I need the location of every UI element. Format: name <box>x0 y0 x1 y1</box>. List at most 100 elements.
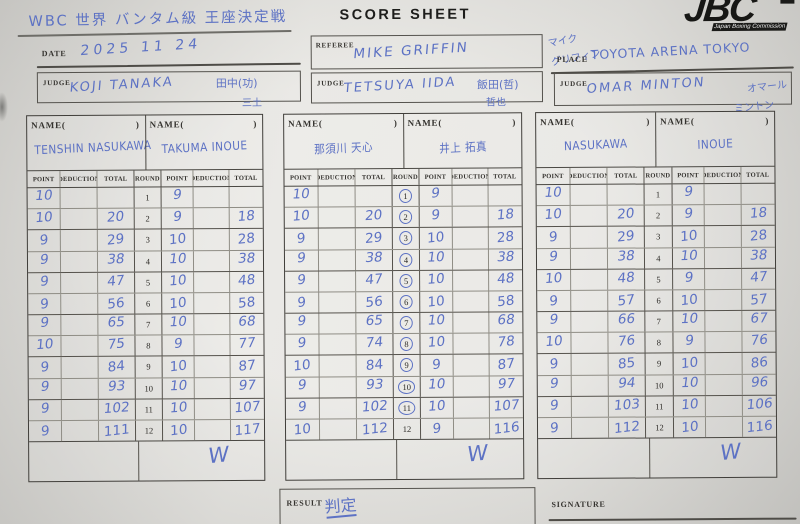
point-b-cell-value: 10 <box>680 354 698 373</box>
round-row: 10 48 5 9 47 <box>537 268 776 292</box>
round-cell: 8 <box>645 332 674 353</box>
round-cell: 10 <box>393 376 421 397</box>
point-b-cell-value: 10 <box>427 397 447 415</box>
round-row: 9 47 5 10 48 <box>285 270 523 293</box>
deduction-a-cell <box>318 186 356 207</box>
winner-mark: W <box>466 440 489 467</box>
total-b-cell <box>488 185 521 205</box>
round-row: 9 29 3 10 28 <box>27 229 263 252</box>
deduction-b-cell <box>453 418 490 439</box>
deduction-b-cell <box>705 268 742 289</box>
round-cell: 12 <box>393 418 422 440</box>
round-cell: 1 <box>392 185 420 207</box>
point-b-cell-value: 9 <box>171 186 183 204</box>
point-a-cell-value: 9 <box>297 294 306 312</box>
date-underline <box>36 62 301 68</box>
column-header-deduction: DEDUCTION <box>704 166 742 184</box>
total-a-cell-value: 94 <box>617 374 637 392</box>
total-a-cell-value: 112 <box>361 419 389 439</box>
total-a-cell-value: 48 <box>617 269 636 287</box>
point-a-cell: 9 <box>537 354 572 375</box>
signature-line <box>548 517 797 521</box>
total-a-cell-value: 29 <box>365 229 383 248</box>
column-header-point: POINT <box>27 171 61 188</box>
round-number: 11 <box>144 404 153 415</box>
point-a-cell-value: 9 <box>549 356 559 374</box>
point-b-cell: 10 <box>673 353 707 374</box>
date-value: 2025 11 24 <box>79 36 202 60</box>
round-number: 7 <box>656 316 661 327</box>
name-printed-label: NAME( <box>407 117 443 128</box>
point-a-cell: 9 <box>28 378 63 399</box>
column-header-round: ROUND <box>644 167 673 184</box>
point-b-cell-value: 10 <box>678 247 699 264</box>
deduction-a-cell <box>570 184 609 206</box>
round-number: 10 <box>144 383 153 394</box>
point-a-cell-value: 9 <box>39 378 51 395</box>
score-column-headers: POINT DEDUCTION TOTAL ROUND POINT DEDUCTION TO… <box>284 168 522 187</box>
total-a-cell: 66 <box>608 311 646 332</box>
deduction-a-cell <box>319 376 357 398</box>
round-number-circled: 8 <box>399 337 414 352</box>
point-b-cell: 10 <box>161 229 195 250</box>
judge1-label: JUDGE <box>42 79 71 88</box>
total-b-cell-value: 107 <box>492 396 520 415</box>
total-a-cell: 102 <box>99 399 136 420</box>
round-row: 10 75 8 9 77 <box>28 335 264 358</box>
point-a-cell-value: 9 <box>40 359 50 377</box>
point-b-cell: 10 <box>420 334 454 355</box>
deduction-a-cell <box>61 357 100 378</box>
deduction-b-cell <box>705 205 742 226</box>
column-header-deduction: DEDUCTION <box>452 168 489 185</box>
total-a-cell-value: 56 <box>365 293 383 312</box>
point-b-cell: 10 <box>419 248 453 270</box>
point-b-cell: 10 <box>672 289 706 311</box>
total-b-cell-value: 18 <box>748 204 768 223</box>
fighter-name-row: NAME() 那須川 天心 NAME() 井上 拓真 <box>284 113 522 170</box>
total-a-cell: 84 <box>99 356 136 378</box>
paper-edge-shadow <box>0 92 8 122</box>
footer-cell-b: W <box>650 438 776 478</box>
column-header-round: ROUND <box>392 168 420 186</box>
round-number: 3 <box>145 234 150 245</box>
total-a-cell: 38 <box>356 249 393 270</box>
total-b-cell: 117 <box>231 420 264 440</box>
round-cell: 3 <box>134 229 162 251</box>
name-printed-close: ) <box>765 115 770 126</box>
total-a-cell-value: 38 <box>106 250 126 268</box>
round-cell: 2 <box>644 205 673 226</box>
deduction-b-cell <box>453 397 490 418</box>
fighter-name-row: NAME() NASUKAWA NAME() INOUE <box>536 111 775 169</box>
deduction-a-cell <box>570 205 609 227</box>
point-b-cell: 9 <box>419 185 453 207</box>
total-a-cell-value: 29 <box>107 231 125 250</box>
point-a-cell: 9 <box>284 228 319 250</box>
point-b-cell-value: 10 <box>680 418 699 437</box>
point-a-cell-value: 10 <box>34 187 54 205</box>
total-a-cell-value: 74 <box>365 334 384 352</box>
judge2-kanji-line2: 哲也 <box>485 97 507 109</box>
total-b-cell-value: 107 <box>233 398 262 417</box>
point-a-cell-value: 9 <box>39 314 51 332</box>
round-number-circled: 4 <box>399 252 413 267</box>
deduction-a-cell <box>319 355 357 377</box>
total-a-cell-value: 93 <box>107 377 127 395</box>
total-a-cell-value: 65 <box>364 312 385 330</box>
total-b-cell: 97 <box>489 375 522 396</box>
point-b-cell-value: 10 <box>426 248 446 266</box>
total-b-cell-value: 86 <box>750 354 768 373</box>
deduction-b-cell <box>452 270 489 291</box>
total-a-cell: 102 <box>356 397 394 419</box>
point-a-cell-value: 9 <box>40 295 49 313</box>
deduction-a-cell <box>61 293 99 315</box>
jbc-logo: JBC Japan Boxing Commission <box>682 0 795 32</box>
deduction-b-cell <box>453 333 490 355</box>
point-a-cell: 9 <box>285 334 320 356</box>
point-a-cell-value: 9 <box>40 422 50 440</box>
round-row: 9 38 4 10 38 <box>536 247 776 270</box>
round-number: 6 <box>656 295 661 306</box>
name-printed-label: NAME( <box>31 120 66 131</box>
point-a-cell-value: 9 <box>296 376 308 394</box>
point-a-cell: 9 <box>28 357 63 378</box>
